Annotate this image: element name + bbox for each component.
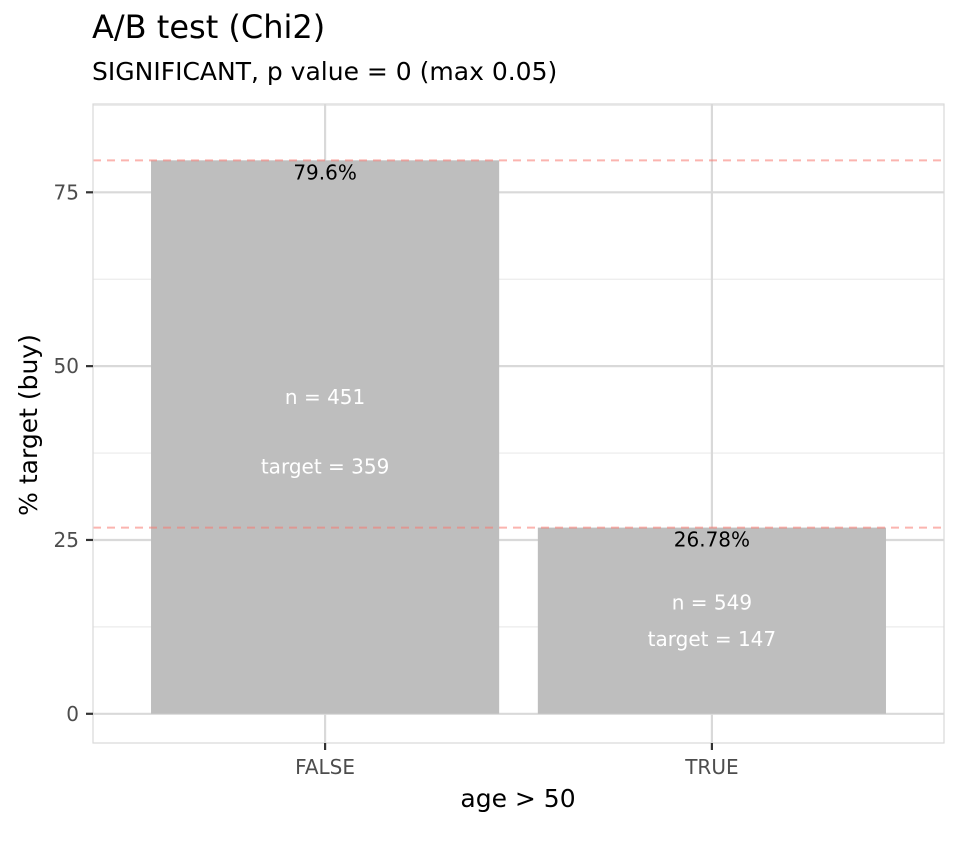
x-axis-title: age > 50 — [460, 784, 575, 813]
y-axis-title: % target (buy) — [14, 334, 43, 516]
y-tick-label: 50 — [54, 354, 79, 378]
bar — [151, 160, 500, 714]
x-tick-label: FALSE — [295, 755, 355, 779]
n-label: n = 549 — [672, 591, 752, 615]
chart-title: A/B test (Chi2) — [92, 8, 326, 46]
chart-subtitle: SIGNIFICANT, p value = 0 (max 0.05) — [92, 57, 558, 86]
n-label: n = 451 — [285, 385, 365, 409]
reference-lines — [93, 159, 944, 529]
x-tick-label: TRUE — [684, 755, 738, 779]
value-label: 26.78% — [674, 528, 750, 552]
target-label: target = 147 — [648, 627, 776, 651]
value-label: 79.6% — [293, 160, 357, 184]
target-label: target = 359 — [261, 454, 389, 478]
bar — [537, 527, 886, 714]
panel-border — [92, 103, 945, 744]
y-tick-label: 75 — [54, 180, 79, 204]
y-tick-label: 25 — [54, 528, 79, 552]
y-tick-label: 0 — [66, 702, 79, 726]
bars — [151, 160, 886, 714]
bar-labels: 79.6% n = 451 target = 359 26.78% n = 549 tar… — [261, 160, 776, 651]
axes: 0 25 50 75 FALSE TRUE — [54, 180, 739, 779]
